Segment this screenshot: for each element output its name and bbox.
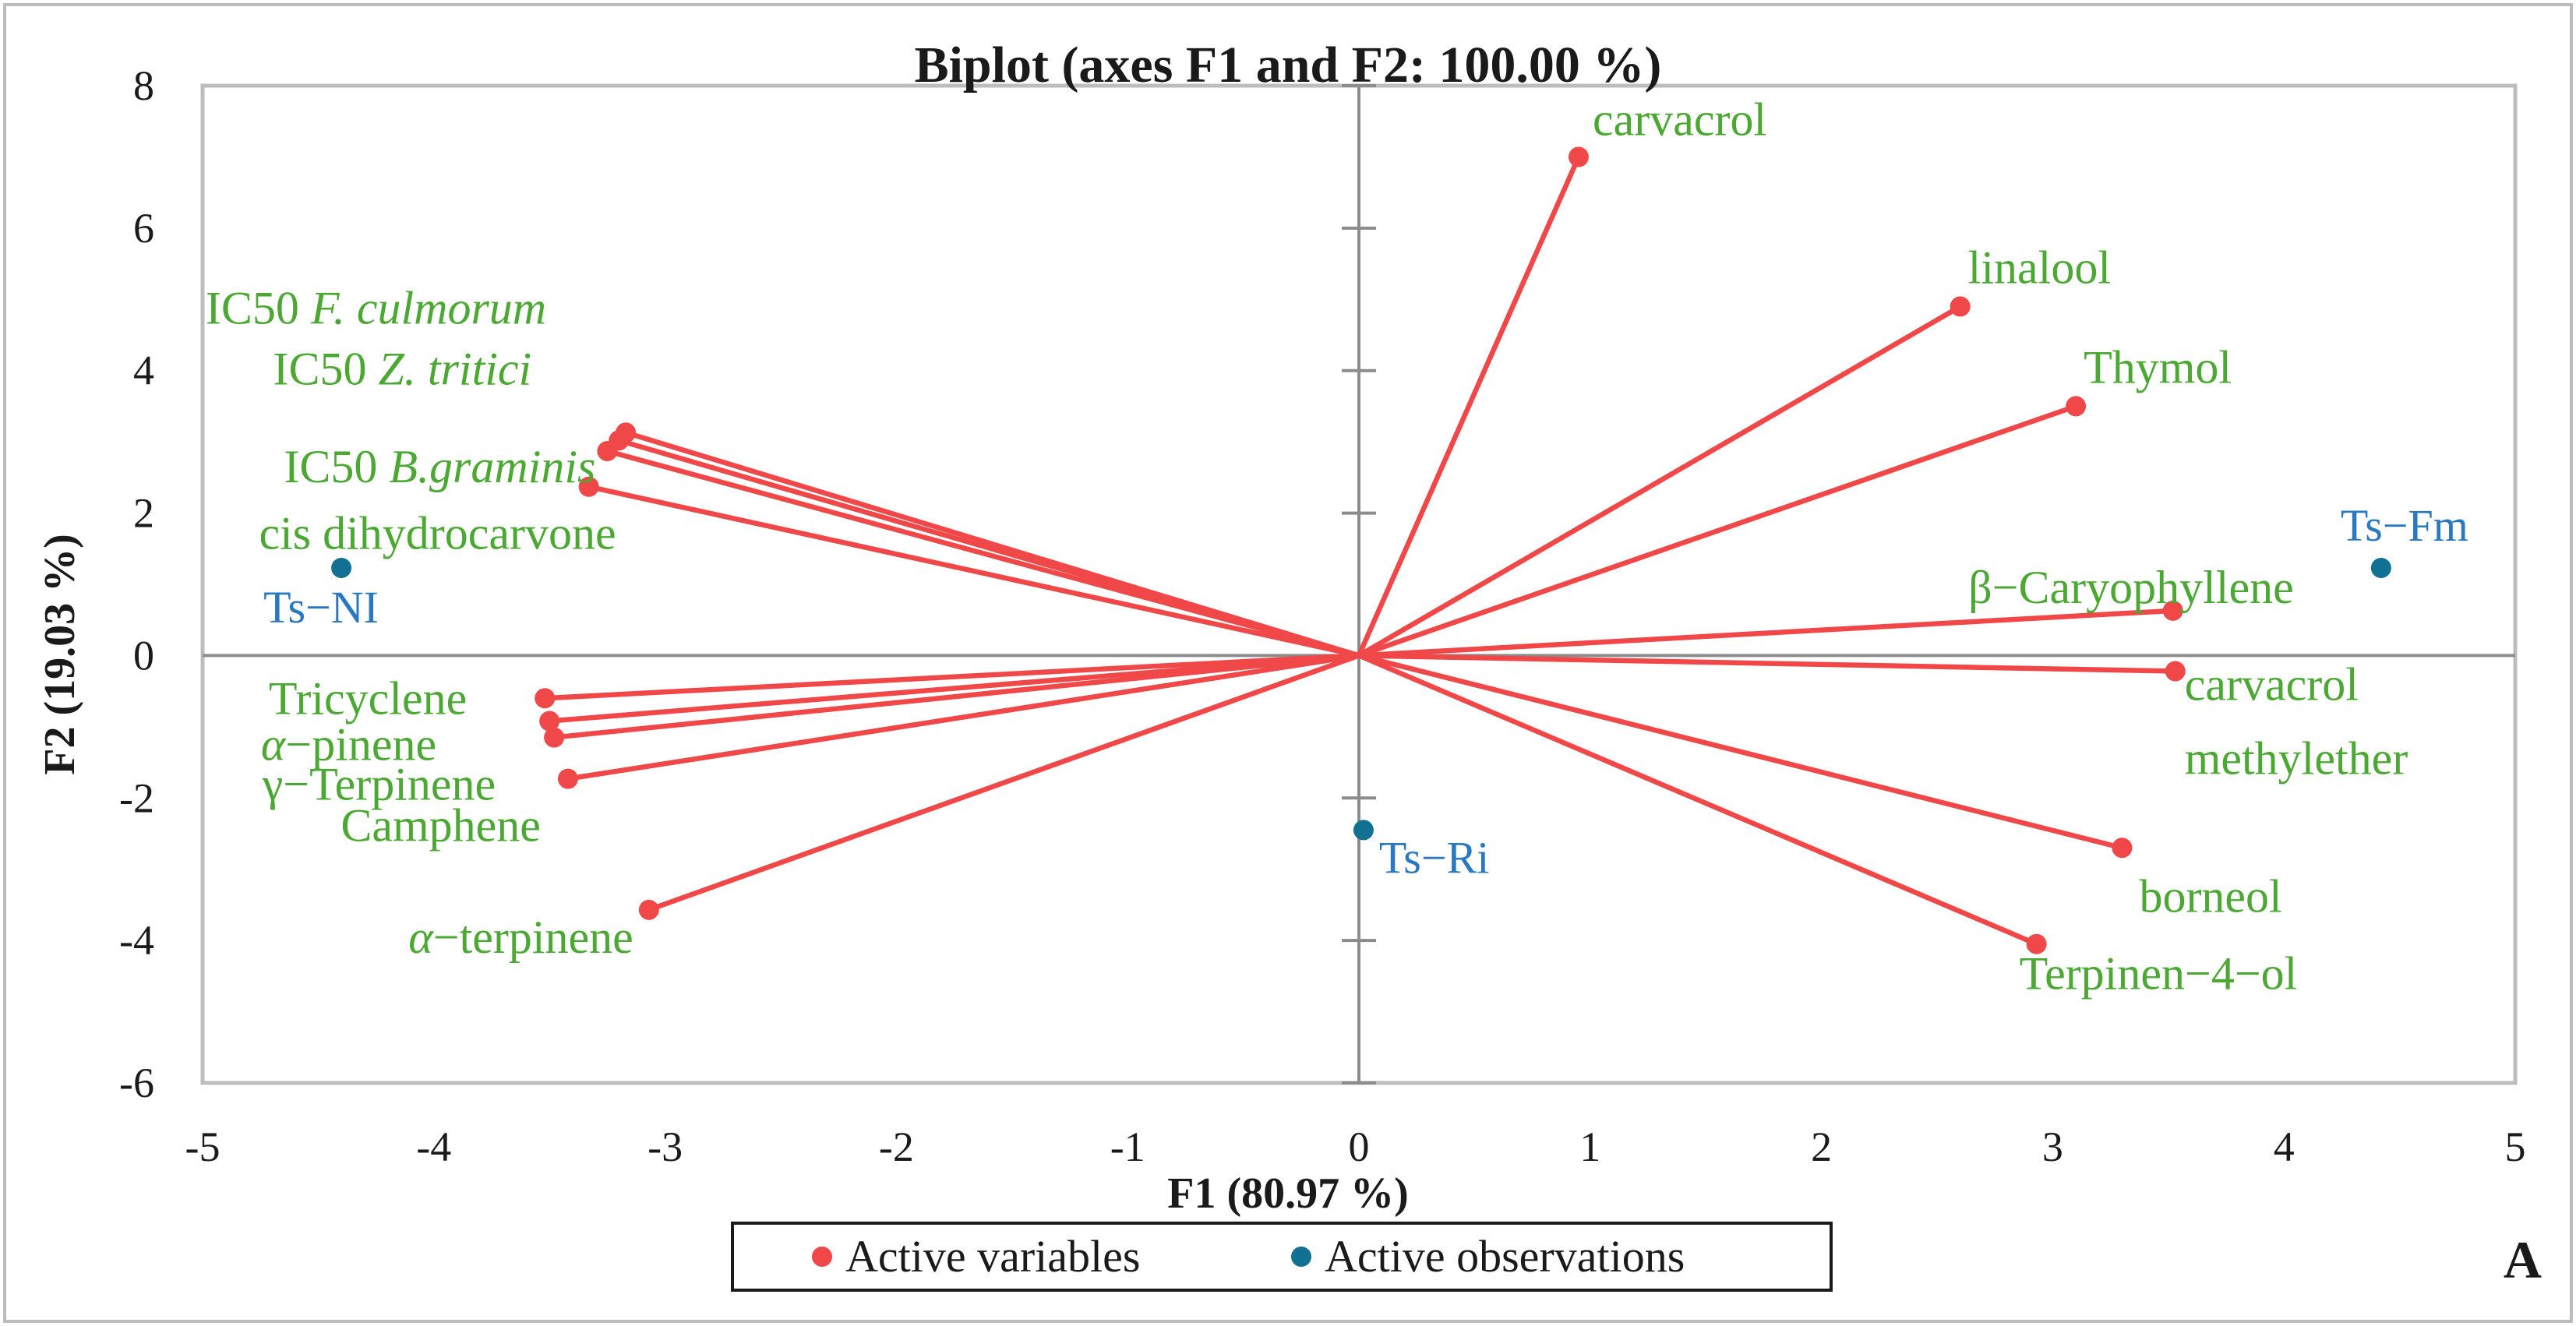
y-tick-label: 0 (133, 632, 154, 679)
variable-point (1950, 296, 1971, 317)
variable-vector (551, 653, 1362, 740)
x-tick-label: 4 (2274, 1123, 2295, 1170)
variable-point (2066, 396, 2087, 417)
y-tick-label: 2 (133, 490, 154, 537)
x-tick-label: -2 (879, 1123, 914, 1170)
variable-point (2162, 600, 2183, 621)
chart-title: Biplot (axes F1 and F2: 100.00 %) (915, 37, 1662, 93)
variable-label: borneol (2139, 870, 2281, 922)
variable-label: Camphene (341, 800, 541, 852)
variable-label: IC50 B.graminis (284, 441, 595, 492)
variable-vector (1356, 653, 2125, 851)
variable-label: IC50 Z. tritici (273, 343, 532, 394)
observation-label: Ts−Ri (1379, 832, 1489, 883)
variable-vector (586, 484, 1362, 658)
variable-point (1568, 146, 1589, 168)
variable-label: Tricyclene (269, 672, 467, 724)
y-tick-label: -4 (119, 917, 154, 964)
observation-point (2370, 557, 2391, 578)
variable-label: linalool (1968, 242, 2111, 293)
variable-vector (1356, 404, 2079, 658)
variable-label: α−terpinene (408, 912, 633, 963)
variable-label: γ−Terpinene (262, 759, 496, 810)
variable-point (638, 899, 659, 920)
observation-point (331, 557, 352, 578)
variable-vector (1356, 154, 1582, 658)
x-tick-label: 2 (1811, 1123, 1832, 1170)
x-tick-label: 5 (2505, 1123, 2526, 1170)
x-tick-label: -5 (185, 1123, 221, 1170)
y-tick-label: 4 (133, 347, 154, 394)
variable-point (539, 711, 560, 732)
variable-point (597, 441, 618, 462)
legend: Active variables Active observations (731, 1222, 1833, 1292)
variable-point (544, 727, 565, 748)
variable-vectors-group (535, 146, 2186, 954)
variable-label: carvacrol (1593, 93, 1766, 145)
variable-point (2165, 661, 2186, 682)
legend-marker-variables (812, 1247, 832, 1267)
variable-label: carvacrol methylether (2185, 659, 2408, 785)
legend-label-observations: Active observations (1325, 1231, 1685, 1282)
y-tick-label: -6 (119, 1060, 154, 1106)
variable-label: β−Caryophyllene (1968, 562, 2294, 613)
x-tick-label: -1 (1110, 1123, 1145, 1170)
observation-label: Ts−NI (263, 582, 379, 633)
legend-marker-observations (1291, 1247, 1311, 1267)
variable-label: cis dihydrocarvone (259, 508, 616, 559)
x-tick-label: -3 (648, 1123, 683, 1170)
variable-vector (646, 653, 1362, 913)
panel-label: A (2504, 1230, 2542, 1289)
variable-point (535, 688, 556, 709)
variable-point (578, 476, 599, 497)
variable-vector (542, 653, 1362, 701)
x-axis-title: F1 (80.97 %) (1167, 1169, 1409, 1218)
y-tick-label: -2 (119, 774, 154, 821)
variable-point (557, 768, 578, 789)
x-tick-label: 0 (1349, 1123, 1370, 1170)
variable-point (2026, 933, 2047, 954)
variable-label: Thymol (2084, 341, 2232, 393)
legend-box (731, 1222, 1833, 1292)
tick-labels-group: -5 -4 -3 -2 -1 0 1 2 3 4 5 8 6 4 2 0 -2 -4 -6 (119, 62, 2525, 1170)
x-tick-label: 1 (1579, 1123, 1600, 1170)
y-tick-label: 8 (133, 62, 154, 109)
variable-vector (1356, 653, 2039, 947)
x-tick-label: -4 (416, 1123, 451, 1170)
y-axis-title: F2 (19.03 %) (36, 534, 84, 775)
variable-label: α−pinene (261, 719, 436, 771)
variable-vector (1356, 304, 1963, 658)
legend-label-variables: Active variables (845, 1231, 1140, 1282)
variable-labels-group: carvacrol linalool Thymol β−Caryophyllene ca… (206, 93, 2408, 999)
variable-vector (1356, 608, 2175, 658)
variable-vector (1356, 653, 2178, 674)
variable-vector (605, 448, 1362, 658)
variable-label: IC50 F. culmorum (206, 282, 546, 333)
observation-point (1353, 820, 1374, 841)
variable-label: Terpinen−4−ol (2020, 948, 2298, 1000)
observation-label: Ts−Fm (2341, 500, 2468, 551)
variable-point (2112, 838, 2133, 859)
variable-vector (546, 653, 1362, 724)
y-tick-label: 6 (133, 205, 154, 252)
observations-group: Ts−Fm Ts−NI Ts−Ri (263, 500, 2468, 883)
variable-vector (565, 653, 1362, 781)
x-tick-label: 3 (2042, 1123, 2063, 1170)
